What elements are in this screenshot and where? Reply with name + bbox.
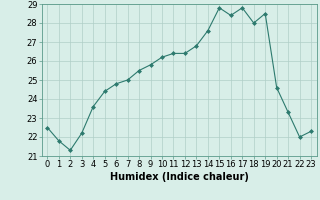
- X-axis label: Humidex (Indice chaleur): Humidex (Indice chaleur): [110, 172, 249, 182]
